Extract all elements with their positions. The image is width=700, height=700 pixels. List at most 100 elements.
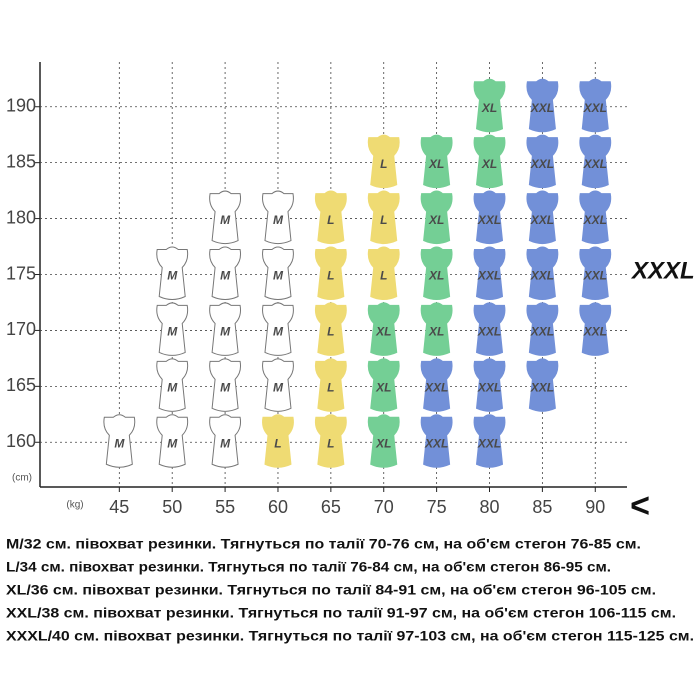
figure-body: [473, 134, 506, 189]
figure-body: [262, 302, 294, 356]
size-figure: L: [367, 246, 400, 300]
size-figure: XL: [473, 134, 506, 189]
figure-label: L: [380, 213, 387, 227]
figure-body: [367, 358, 400, 412]
size-figure: M: [156, 358, 189, 412]
figure-label: M: [273, 381, 284, 395]
x-tick-label: 70: [374, 497, 394, 517]
figure-label: M: [220, 381, 231, 395]
figure-body: [526, 78, 559, 133]
x-tick-label: 55: [215, 497, 235, 517]
x-tick-label: 60: [268, 497, 288, 517]
figure-body: [473, 414, 506, 468]
figure-label: XL: [428, 157, 444, 171]
size-figure: M: [262, 190, 294, 245]
figure-label: M: [167, 381, 178, 395]
size-note: XXXL/40 см. півохват резинки. Тягнуться …: [6, 628, 694, 644]
size-figure: M: [103, 414, 136, 468]
y-unit: (cm): [12, 473, 32, 484]
x-tick-label: 90: [585, 497, 605, 517]
x-tick-label: 75: [427, 497, 447, 517]
size-note: XL/36 см. півохват резинки. Тягнуться по…: [6, 582, 656, 598]
size-figure: XL: [420, 134, 453, 189]
figure-label: L: [327, 381, 334, 395]
figure-body: [473, 246, 506, 300]
figure-body: [526, 190, 559, 245]
figure-label: M: [273, 269, 284, 283]
figure-body: [420, 134, 453, 189]
size-figure: M: [209, 414, 242, 468]
figure-body: [579, 78, 612, 133]
figure-body: [526, 134, 559, 189]
size-figure: XXL: [526, 302, 559, 356]
size-figure: XXL: [526, 190, 559, 245]
figure-body: [103, 414, 136, 468]
size-figure: XL: [420, 302, 453, 356]
figure-label: L: [327, 213, 334, 227]
figure-label: XL: [428, 269, 444, 283]
y-tick-label: 175: [6, 263, 36, 283]
size-note: XXL/38 см. півохват резинки. Тягнуться п…: [6, 605, 676, 621]
figure-body: [156, 358, 189, 412]
size-figure: XXL: [526, 78, 559, 133]
figure-body: [314, 190, 347, 245]
size-figure: M: [209, 302, 242, 356]
size-figure: M: [156, 414, 189, 468]
size-figure: XXL: [420, 414, 453, 468]
figure-body: [473, 78, 506, 133]
size-figure: L: [262, 414, 294, 468]
figure-label: XXL: [477, 269, 501, 283]
size-figure: M: [262, 246, 294, 300]
figure-label: L: [380, 157, 387, 171]
figure-label: XXL: [477, 213, 501, 227]
figure-body: [262, 414, 294, 468]
x-unit: (kg): [66, 500, 83, 511]
figure-label: L: [327, 269, 334, 283]
figure-body: [473, 190, 506, 245]
size-figure: L: [314, 358, 347, 412]
figure-label: XL: [428, 325, 444, 339]
figure-label: M: [167, 325, 178, 339]
figure-label: XXL: [424, 381, 448, 395]
figure-body: [262, 358, 294, 412]
figure-label: M: [220, 325, 231, 339]
figure-label: L: [327, 325, 334, 339]
figure-body: [314, 246, 347, 300]
figure-label: L: [327, 436, 334, 450]
y-tick-label: 185: [6, 151, 36, 171]
size-figure: XXL: [420, 358, 453, 412]
figure-label: XXL: [477, 381, 501, 395]
figure-label: M: [220, 436, 231, 450]
size-figure: XXL: [473, 358, 506, 412]
figure-body: [209, 190, 242, 245]
size-figure: XXL: [579, 78, 612, 133]
figure-body: [156, 246, 189, 300]
size-figure: L: [314, 246, 347, 300]
figure-label: XXL: [530, 101, 554, 115]
annotation: XXXL: [630, 257, 695, 284]
size-figure: XL: [420, 246, 453, 300]
figure-label: XXL: [583, 101, 607, 115]
size-figure: M: [209, 358, 242, 412]
figure-label: L: [274, 436, 281, 450]
size-figure: L: [314, 414, 347, 468]
size-note: L/34 см. півохват резинки. Тягнуться по …: [6, 559, 611, 575]
size-figure: M: [209, 190, 242, 245]
size-figure: M: [262, 358, 294, 412]
size-figure: M: [209, 246, 242, 300]
figure-label: XXL: [583, 157, 607, 171]
figure-body: [579, 246, 612, 300]
figure-label: XXL: [424, 436, 448, 450]
figure-body: [367, 190, 400, 245]
figure-label: XXL: [530, 381, 554, 395]
figure-label: XL: [375, 436, 391, 450]
figure-body: [314, 414, 347, 468]
figure-label: L: [380, 269, 387, 283]
figure-label: XXL: [583, 325, 607, 339]
figure-label: M: [273, 213, 284, 227]
figure-label: XXL: [530, 157, 554, 171]
size-figure: L: [314, 190, 347, 245]
x-tick-label: 65: [321, 497, 341, 517]
figure-label: M: [220, 269, 231, 283]
figure-label: XL: [428, 213, 444, 227]
